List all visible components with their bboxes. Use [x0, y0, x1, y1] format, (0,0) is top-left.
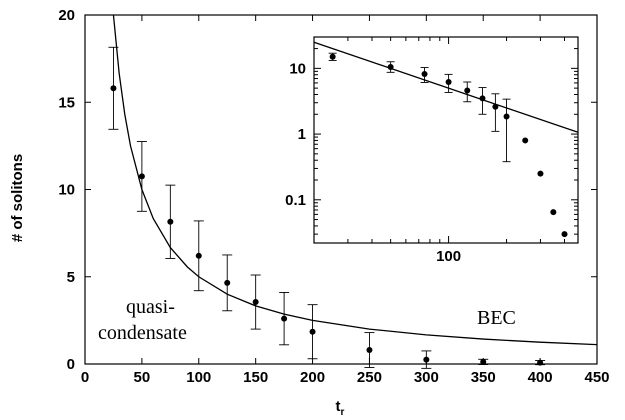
x-tick-label: 350 — [471, 369, 496, 386]
x-tick-label: 150 — [243, 369, 268, 386]
data-point — [222, 254, 233, 312]
data-point — [136, 141, 147, 212]
inset-marker — [387, 63, 394, 70]
inset-x-tick-label: 100 — [436, 248, 461, 265]
inset-data-point — [502, 98, 511, 163]
inset-marker — [329, 53, 336, 60]
inset-marker — [464, 87, 471, 94]
inset-data-point — [522, 137, 529, 144]
x-tick-label: 400 — [528, 369, 553, 386]
inset-y-axis: 0.1 1 10 — [285, 36, 578, 235]
annotation-condensate: condensate — [98, 322, 187, 344]
inset-y-tick-label: 0.1 — [285, 192, 306, 209]
marker — [480, 358, 487, 365]
data-point — [364, 332, 375, 368]
inset-plot: 100 0.1 1 10 — [285, 36, 579, 265]
inset-data-point — [478, 87, 487, 115]
inset-fit-line — [313, 41, 579, 133]
y-tick-label: 15 — [58, 94, 75, 111]
data-point — [279, 292, 290, 346]
annotation-quasi: quasi- — [126, 296, 175, 318]
data-point — [421, 350, 432, 369]
marker — [537, 359, 544, 366]
inset-data-point — [444, 73, 453, 93]
y-tick-label: 5 — [67, 269, 75, 286]
x-tick-label: 250 — [357, 369, 382, 386]
marker — [195, 252, 202, 259]
inset-data-point — [420, 67, 429, 83]
inset-y-tick-label: 1 — [298, 126, 306, 143]
annotation-bec: BEC — [477, 307, 516, 329]
inset-fit-line-segment — [313, 41, 579, 133]
inset-marker — [550, 209, 557, 216]
main-y-axis: 0 5 10 15 20 — [58, 7, 597, 373]
inset-plot-frame — [313, 36, 579, 244]
y-tick-label: 20 — [58, 7, 75, 24]
marker — [309, 328, 316, 335]
marker — [252, 299, 259, 306]
data-point — [307, 304, 318, 360]
x-axis-label-subscript: r — [341, 407, 345, 418]
fit-curve — [112, 15, 597, 346]
inset-marker — [445, 78, 452, 85]
inset-data-point — [386, 61, 395, 73]
inset-data-point — [550, 209, 557, 216]
marker — [167, 218, 174, 225]
data-point — [193, 220, 204, 292]
x-tick-label: 200 — [300, 369, 325, 386]
x-axis-label-main: t — [336, 398, 341, 415]
inset-background — [314, 37, 578, 243]
inset-marker — [561, 231, 568, 238]
inset-marker — [421, 71, 428, 78]
x-tick-label: 300 — [414, 369, 439, 386]
x-tick-label: 100 — [186, 369, 211, 386]
inset-y-tick-label: 10 — [289, 60, 306, 77]
marker — [224, 279, 231, 286]
inset-data-point — [463, 81, 472, 103]
y-tick-label: 10 — [58, 182, 75, 199]
inset-marker — [522, 137, 529, 144]
main-plot: 0 50 100 150 200 250 300 350 400 450 0 5 10 15 20 — [58, 7, 609, 386]
data-point — [165, 184, 176, 259]
inset-data-point — [328, 52, 337, 61]
y-axis-label: # of solitons — [9, 154, 26, 242]
inset-data-point — [537, 170, 544, 177]
inset-marker — [479, 95, 486, 102]
inset-x-axis: 100 — [313, 37, 566, 265]
data-point — [250, 274, 261, 330]
inset-marker — [503, 113, 510, 120]
marker — [366, 347, 373, 354]
marker — [281, 315, 288, 322]
x-tick-label: 50 — [134, 369, 151, 386]
data-point — [478, 358, 489, 365]
marker — [423, 356, 430, 363]
inset-marker — [492, 103, 499, 110]
x-axis-label: tr — [336, 398, 345, 418]
main-fit-curve — [112, 15, 597, 346]
inset-data-points — [328, 52, 568, 238]
y-tick-label: 0 — [67, 356, 75, 373]
inset-data-point — [491, 93, 500, 132]
inset-data-point — [561, 231, 568, 238]
marker — [138, 173, 145, 180]
main-data-points — [108, 46, 546, 369]
data-point — [535, 359, 546, 366]
marker — [110, 85, 117, 92]
inset-marker — [537, 170, 544, 177]
x-tick-label: 450 — [584, 369, 609, 386]
data-point — [108, 46, 119, 130]
x-tick-label: 0 — [81, 369, 89, 386]
